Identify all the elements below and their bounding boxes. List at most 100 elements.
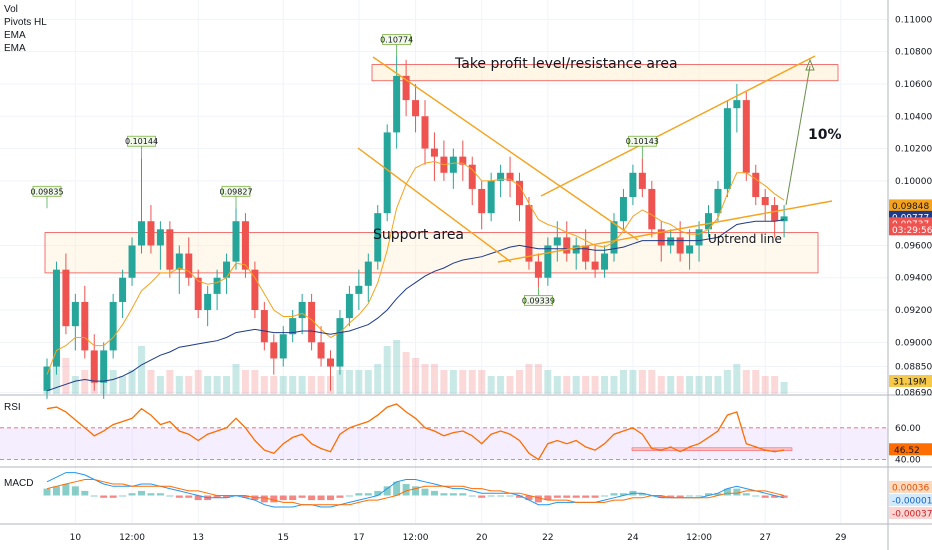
- macd-histogram-bar: [657, 495, 665, 498]
- candle-up: [374, 205, 382, 270]
- volume-bar: [138, 346, 145, 394]
- volume-bar: [752, 370, 760, 394]
- macd-histogram-bar: [260, 495, 268, 503]
- macd-histogram-bar: [128, 493, 136, 496]
- candle-body: [185, 253, 193, 278]
- pivot-label-text: 0.09339: [522, 296, 555, 305]
- rsi-pane-label[interactable]: RSI: [4, 402, 21, 413]
- candle-body: [327, 358, 334, 367]
- indicator-label-pivots[interactable]: Pivots HL: [4, 17, 47, 28]
- candle-body: [667, 237, 675, 246]
- candle-down: [430, 132, 438, 181]
- macd-histogram-bar: [402, 484, 410, 496]
- volume-bar: [421, 364, 429, 394]
- macd-histogram-bar: [619, 493, 627, 496]
- macd-histogram-bar: [686, 495, 694, 497]
- volume-bar: [591, 376, 599, 394]
- percent-gain-label: 10%: [808, 127, 842, 143]
- candle-down: [185, 237, 193, 286]
- candle-up: [128, 237, 136, 286]
- candle-up: [705, 205, 712, 238]
- candle-body: [742, 100, 750, 173]
- macd-histogram-bar: [478, 495, 486, 498]
- volume-bar: [402, 352, 410, 394]
- candle-down: [251, 261, 259, 319]
- candle-body: [619, 197, 627, 222]
- volume-bar: [676, 376, 684, 394]
- candle-body: [478, 188, 486, 214]
- candle-body: [232, 221, 240, 262]
- macd-histogram-bar: [393, 481, 401, 496]
- macd-line: [46, 472, 785, 508]
- volume-bar: [686, 376, 694, 394]
- candle-up: [213, 269, 221, 311]
- indicator-label-ema-slow[interactable]: EMA: [4, 43, 26, 54]
- volume-bar: [459, 370, 467, 394]
- candle-body: [52, 269, 60, 367]
- candle-body: [213, 277, 221, 294]
- price-tick-label: 0.11000: [895, 15, 932, 25]
- support-area-label: Support area: [373, 227, 464, 243]
- candle-down: [308, 293, 316, 351]
- candle-up: [686, 229, 694, 270]
- time-tick-label: 12:00: [403, 533, 429, 543]
- pivot-label-box: [221, 185, 251, 197]
- candle-body: [582, 245, 590, 262]
- macd-histogram-bar: [449, 493, 457, 496]
- macd-badge-text: -0.00001: [892, 497, 932, 507]
- macd-signal-line: [46, 479, 785, 506]
- candle-up: [52, 261, 60, 375]
- candle-up: [572, 237, 580, 270]
- pivot-label-box: [382, 34, 412, 45]
- target-arrow-line: [785, 65, 811, 206]
- price-tick-label: 0.10400: [895, 112, 932, 122]
- macd-histogram-bar: [667, 495, 675, 498]
- candle-up: [695, 221, 703, 262]
- price-tick-label: 0.09600: [895, 241, 932, 251]
- time-tick-label: 24: [627, 533, 639, 543]
- price-badge-text: 03:29:56: [892, 226, 932, 236]
- candle-body: [156, 229, 164, 246]
- volume-bar: [175, 376, 183, 394]
- pivot-label-box: [32, 185, 62, 197]
- rsi-band: [0, 427, 888, 460]
- candle-down: [516, 172, 523, 222]
- rsi-support-box: [631, 447, 793, 452]
- volume-bar: [582, 376, 590, 394]
- candle-body: [270, 342, 278, 359]
- indicator-label-vol[interactable]: Vol: [4, 4, 18, 15]
- macd-histogram-bar: [487, 495, 495, 497]
- rsi-line: [46, 403, 785, 461]
- candle-body: [430, 148, 438, 157]
- candle-down: [468, 156, 476, 206]
- macd-histogram-bar: [761, 495, 769, 498]
- macd-histogram-bar: [723, 488, 731, 496]
- price-tick-label: 0.10200: [895, 145, 932, 155]
- volume-bar: [223, 376, 231, 394]
- candle-body: [251, 269, 259, 311]
- candle-body: [459, 156, 467, 165]
- macd-histogram-bar: [459, 493, 467, 496]
- candle-body: [43, 366, 51, 391]
- volume-bar: [723, 370, 731, 394]
- candle-body: [497, 172, 505, 181]
- macd-histogram-bar: [71, 486, 79, 496]
- ema-fast-line: [46, 160, 785, 375]
- macd-histogram-bar: [544, 495, 552, 501]
- candle-body: [62, 269, 70, 327]
- macd-pane-label[interactable]: MACD: [4, 478, 34, 489]
- time-tick-label: 29: [835, 533, 847, 543]
- candle-down: [194, 269, 202, 319]
- macd-badge: [889, 481, 932, 493]
- macd-histogram-bar: [166, 495, 174, 497]
- rsi-badge: [889, 443, 932, 456]
- rsi-tick-label: 60.00: [895, 424, 921, 434]
- macd-histogram-bar: [705, 493, 712, 496]
- candle-down: [241, 213, 249, 278]
- volume-bar: [572, 376, 580, 394]
- candle-up: [629, 164, 637, 206]
- macd-histogram-bar: [194, 495, 202, 501]
- volume-bar: [52, 364, 60, 394]
- indicator-label-ema-fast[interactable]: EMA: [4, 30, 26, 41]
